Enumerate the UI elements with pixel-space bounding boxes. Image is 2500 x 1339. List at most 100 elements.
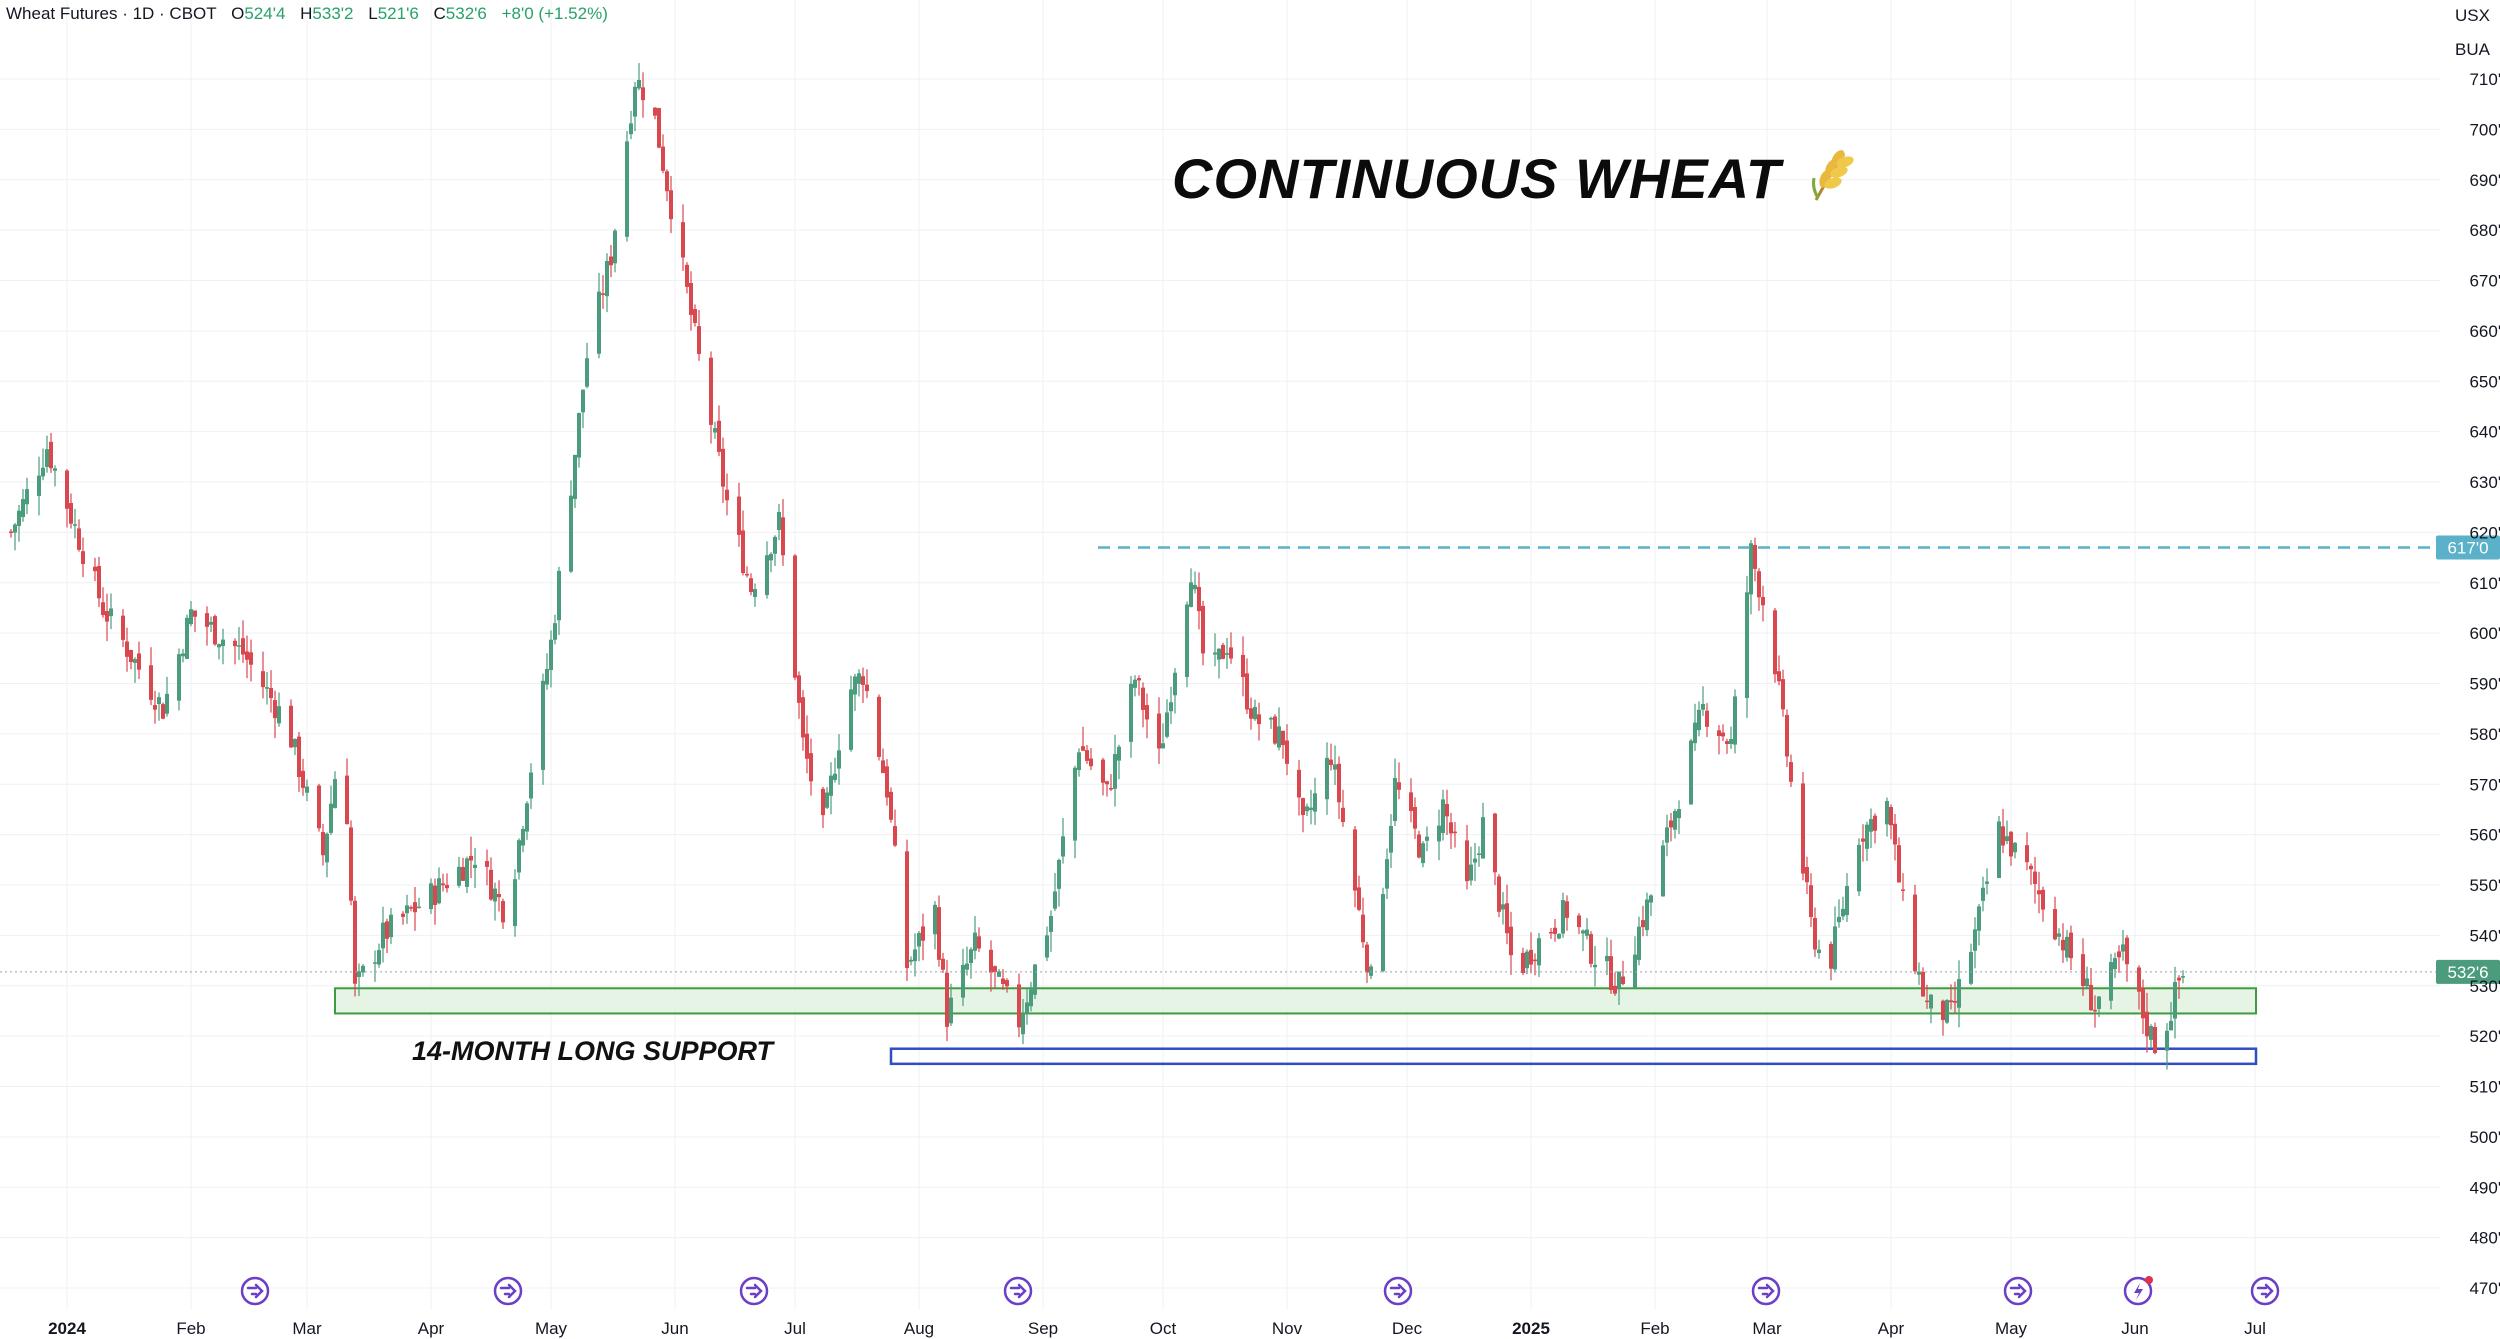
candle xyxy=(69,493,73,529)
y-tick-label: 700'0 xyxy=(2469,120,2500,139)
candle xyxy=(1897,837,1901,883)
candle xyxy=(2089,967,2093,1011)
x-tick-label: Sep xyxy=(1028,1319,1058,1338)
y-tick-label: 650'0 xyxy=(2469,372,2500,391)
candle xyxy=(2001,808,2005,854)
candle xyxy=(189,601,193,627)
horizontal-levels[interactable]: 617'0 532'6 xyxy=(0,535,2500,984)
candle xyxy=(1861,824,1865,862)
candle xyxy=(325,832,329,878)
candle xyxy=(889,787,893,823)
candle xyxy=(129,649,133,670)
candle xyxy=(2181,970,2185,984)
candle xyxy=(277,692,281,727)
y-tick-label: 540'0 xyxy=(2469,926,2500,945)
candle xyxy=(1185,601,1189,688)
candle xyxy=(717,405,721,457)
event-marker-icon[interactable] xyxy=(493,1276,523,1306)
candle xyxy=(1717,725,1721,755)
candle xyxy=(829,762,833,815)
candle xyxy=(1773,608,1777,683)
candle xyxy=(1173,668,1177,714)
candle xyxy=(665,169,669,202)
candle xyxy=(1841,896,1845,921)
event-markers[interactable] xyxy=(240,1276,2280,1306)
candle xyxy=(1073,765,1077,859)
candle xyxy=(181,648,185,663)
candle xyxy=(2141,979,2145,1034)
candle xyxy=(893,809,897,847)
time-axis[interactable]: 2024 Feb Mar Apr May Jun Jul Aug Sep Oct Nov Dec 202… xyxy=(48,1319,2266,1338)
support-zone-box[interactable] xyxy=(334,987,2257,1015)
candle xyxy=(73,508,77,539)
candle xyxy=(1313,777,1317,825)
candle xyxy=(2113,952,2117,979)
candle xyxy=(1165,699,1169,739)
candle xyxy=(549,630,553,688)
candle xyxy=(853,673,857,711)
event-marker-icon[interactable] xyxy=(2003,1276,2033,1306)
event-marker-icon[interactable] xyxy=(1751,1276,1781,1306)
candle xyxy=(1693,703,1697,751)
candle xyxy=(1761,585,1765,622)
currency-unit[interactable]: USX xyxy=(2455,6,2490,25)
candle xyxy=(809,738,813,796)
event-marker-icon[interactable] xyxy=(2250,1276,2280,1306)
candle xyxy=(1889,804,1893,840)
candle xyxy=(1593,946,1597,987)
symbol-legend[interactable]: Wheat Futures · 1D · CBOT O524'4 H533'2 … xyxy=(6,4,608,24)
candle xyxy=(121,609,125,648)
x-tick-label: Jun xyxy=(661,1319,688,1338)
last-price-tag-text: 532'6 xyxy=(2447,963,2488,982)
candle xyxy=(1985,868,1989,895)
candle xyxy=(1913,884,1917,975)
candle xyxy=(625,130,629,242)
event-marker-icon[interactable] xyxy=(1383,1276,1413,1306)
candle xyxy=(2165,1023,2169,1070)
candle xyxy=(105,593,109,642)
candle xyxy=(1453,821,1457,848)
candle xyxy=(2109,953,2113,1010)
candle xyxy=(1749,540,1753,615)
low-zone-box[interactable] xyxy=(889,1047,2258,1066)
candle xyxy=(293,738,297,756)
candle xyxy=(833,757,837,783)
candle xyxy=(1801,771,1805,881)
candle xyxy=(669,176,673,234)
candle xyxy=(1617,971,1621,1006)
event-marker-icon[interactable] xyxy=(240,1276,270,1306)
candle xyxy=(837,734,841,785)
candle xyxy=(321,823,325,866)
candle xyxy=(1901,873,1905,901)
candle xyxy=(389,907,393,944)
candle xyxy=(609,244,613,278)
price-axis[interactable]: 470'0 480'0 490'0 500'0 510'0 520'0 530'0 540'0… xyxy=(2469,70,2500,1298)
candle xyxy=(17,504,21,542)
candle xyxy=(825,787,829,809)
event-marker-icon[interactable] xyxy=(1003,1276,1033,1306)
candle xyxy=(1101,757,1105,796)
event-marker-icon[interactable] xyxy=(2123,1276,2153,1306)
candle xyxy=(1325,742,1329,815)
candle xyxy=(2117,945,2121,973)
candle xyxy=(1365,941,1369,984)
x-tick-label: 2024 xyxy=(48,1319,86,1338)
currency-unit-name[interactable]: BUA xyxy=(2455,40,2490,59)
candlesticks xyxy=(9,63,2185,1070)
candle xyxy=(333,771,337,809)
y-tick-label: 530'0 xyxy=(2469,977,2500,996)
candle xyxy=(1285,724,1289,776)
candle xyxy=(1981,876,1985,912)
candle xyxy=(913,933,917,977)
candle xyxy=(577,412,581,468)
candle xyxy=(553,614,557,645)
candle xyxy=(1785,709,1789,768)
candle xyxy=(2057,928,2061,946)
candle xyxy=(1837,899,1841,928)
symbol-title[interactable]: Wheat Futures · 1D · CBOT xyxy=(6,4,217,23)
candle xyxy=(1133,675,1137,697)
event-marker-icon[interactable] xyxy=(739,1276,769,1306)
candle xyxy=(497,880,501,912)
candle xyxy=(2121,929,2125,961)
